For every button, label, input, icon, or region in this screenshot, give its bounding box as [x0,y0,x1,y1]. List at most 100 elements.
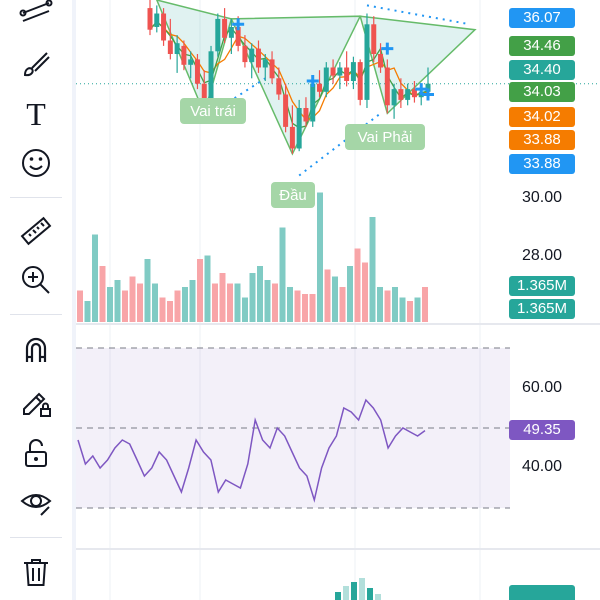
volume-bar [144,259,151,322]
rsi-line [77,398,426,503]
volume-bar [377,287,383,322]
candle-body [303,108,309,122]
volume-bar [189,280,196,322]
candle-body [337,67,343,76]
candle-body [289,126,295,149]
candle-body [350,62,356,81]
volume-bar [272,283,278,322]
volume-bar [129,276,136,322]
volume-bar [92,234,98,322]
volume-label: 1.365M [509,276,575,296]
lock-drawings-icon[interactable] [16,382,56,422]
volume-bar [242,297,248,322]
volume-bar [204,255,211,322]
candle-body [215,18,221,52]
text-tool-icon[interactable]: T [16,94,56,134]
emoji-icon[interactable] [16,143,56,183]
ruler-icon[interactable] [16,211,56,251]
volume-bar [399,297,406,322]
histogram-bar [351,582,357,600]
volume-bar [309,294,316,322]
candle-body [323,67,329,92]
toolbar-separator [10,197,62,198]
right-shoulder-label-box [345,124,425,150]
volume-bar [362,262,368,322]
candle-body [147,8,153,30]
signal-marker [381,42,394,55]
toolbar-separator [10,314,62,315]
candle-body [181,45,187,65]
zoom-in-icon[interactable] [16,260,56,300]
candle-body [344,67,350,81]
volume-bar [159,297,166,322]
volume-bar [339,287,346,322]
candle-body [222,18,228,38]
volume-bar [167,301,173,322]
text-tool-glyph: T [26,95,46,132]
candle-body [161,13,167,41]
candle-body [371,24,377,54]
volume-scale-stub [509,585,575,600]
volume-bar [287,287,293,322]
volume-bar [197,259,203,322]
rsi-band [76,348,510,508]
candle-body [201,83,207,106]
candle-body [208,51,214,106]
volume-bar [84,301,91,322]
candle-body [194,59,200,84]
volume-bar [227,283,233,322]
hide-eye-icon[interactable] [16,482,56,522]
candle-body [174,43,180,54]
candle-body [425,83,431,92]
candle-body [296,108,302,149]
candle-body [398,89,404,100]
candle-body [330,67,336,76]
price-label: 34.40 [509,60,575,80]
magnet-icon[interactable] [16,331,56,371]
volume-label: 1.365M [509,299,575,319]
candle-body [357,62,363,100]
trash-icon[interactable] [16,552,56,592]
trend-lines-icon[interactable] [16,0,56,36]
volume-bar [234,283,241,322]
candle-body [269,59,275,79]
volume-bar [279,227,286,322]
pane-separator[interactable] [76,548,600,550]
volume-bar [257,266,263,322]
candle-body [378,54,384,68]
candle-body [188,59,194,65]
price-label: 34.03 [509,82,575,102]
volume-bar [99,266,106,322]
unlock-icon[interactable] [16,433,56,473]
brush-icon[interactable] [16,44,56,84]
rsi-current-label: 49.35 [509,420,575,440]
volume-bar [264,280,271,322]
right-shoulder-label: Vai Phải [358,129,413,146]
histogram-bar [367,588,373,600]
candle-body [242,45,248,63]
candle-body [283,94,289,127]
signal-marker [306,75,319,87]
candle-body [391,89,397,106]
candle-body [364,24,370,100]
candle-body [262,59,268,68]
candle-body [249,48,255,63]
volume-bar [384,290,391,322]
pane-separator[interactable] [76,323,600,325]
histogram-bar [375,594,381,600]
candle-body [154,13,160,27]
head-label: Đầu [279,187,307,204]
price-label: 33.88 [509,130,575,150]
candle-body [228,27,234,38]
histogram-bar [359,578,365,600]
volume-bar [77,290,83,322]
price-tick: 28.00 [521,247,563,264]
signal-marker [232,18,245,31]
volume-bar [107,287,113,322]
projection-line [298,112,382,177]
volume-bar [392,287,398,322]
head-triangle [230,15,362,156]
volume-bar [212,283,218,322]
